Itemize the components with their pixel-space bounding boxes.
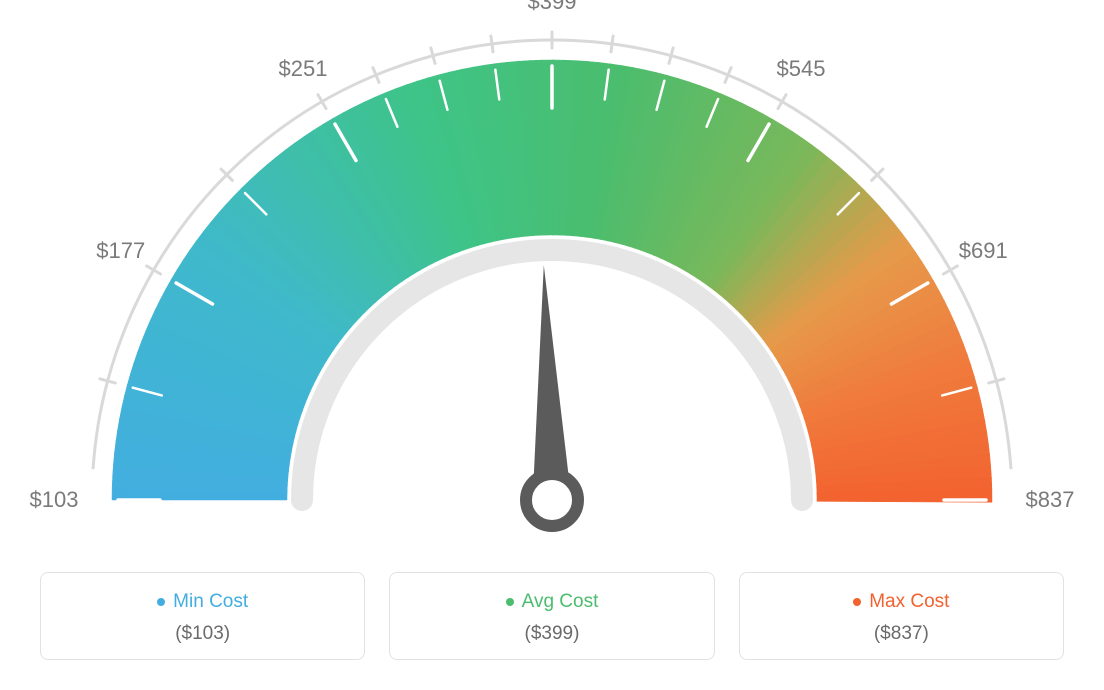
gauge-chart-container: $103 $177 $251 $399 $545 $691 $837 Min Cost ($… xyxy=(0,0,1104,690)
legend-row: Min Cost ($103) Avg Cost ($399) Max Cost… xyxy=(40,572,1064,660)
gauge-tick-label: $251 xyxy=(279,56,328,82)
gauge-tick-label: $691 xyxy=(959,238,1008,264)
legend-avg-value: ($399) xyxy=(400,623,703,645)
gauge-tick-label: $177 xyxy=(96,238,145,264)
legend-min-title: Min Cost xyxy=(157,591,248,613)
legend-min-card: Min Cost ($103) xyxy=(40,572,365,660)
gauge-tick-label: $545 xyxy=(777,56,826,82)
legend-max-dot-icon xyxy=(853,598,861,606)
legend-avg-dot-icon xyxy=(506,598,514,606)
legend-max-card: Max Cost ($837) xyxy=(739,572,1064,660)
gauge-tick-label: $837 xyxy=(1026,487,1075,513)
legend-max-value: ($837) xyxy=(750,623,1053,645)
legend-max-label: Max Cost xyxy=(869,591,949,613)
gauge-chart: $103 $177 $251 $399 $545 $691 $837 xyxy=(0,0,1104,560)
legend-min-label: Min Cost xyxy=(173,591,248,613)
legend-avg-label: Avg Cost xyxy=(522,591,599,613)
gauge-tick-label: $399 xyxy=(528,0,577,15)
legend-avg-card: Avg Cost ($399) xyxy=(389,572,714,660)
gauge-tick-label: $103 xyxy=(30,487,79,513)
legend-max-title: Max Cost xyxy=(853,591,949,613)
legend-avg-title: Avg Cost xyxy=(506,591,599,613)
legend-min-value: ($103) xyxy=(51,623,354,645)
legend-min-dot-icon xyxy=(157,598,165,606)
